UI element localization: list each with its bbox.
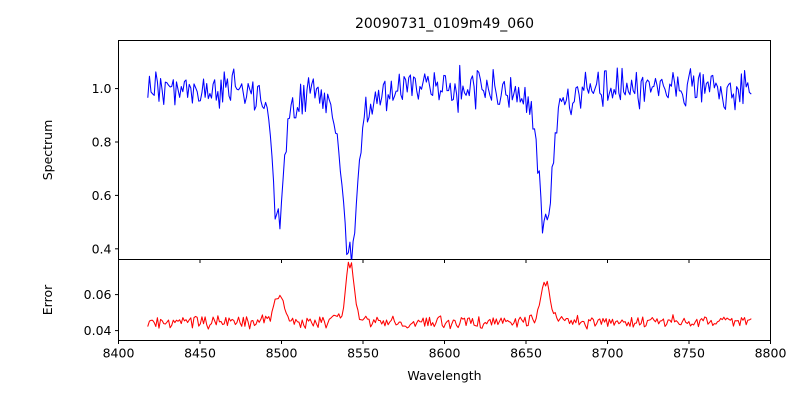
error-xaxis-label: 8450 xyxy=(184,346,216,361)
spectrum-y-axis-label: Spectrum xyxy=(40,120,55,181)
error-xaxis-label: 8550 xyxy=(347,346,379,361)
error-xaxis-label: 8500 xyxy=(266,346,298,361)
error-panel-frame xyxy=(118,259,771,341)
error-xaxis-label: 8700 xyxy=(592,346,624,361)
error-yaxis-label: 0.06 xyxy=(84,287,112,302)
error-y-axis-label: Error xyxy=(40,284,55,315)
error-xaxis-label: 8600 xyxy=(429,346,461,361)
error-series-line xyxy=(147,261,752,330)
error-xaxis-label: 8800 xyxy=(755,346,787,361)
chart-title: 20090731_0109m49_060 xyxy=(355,16,534,32)
x-axis-label: Wavelength xyxy=(407,368,481,383)
error-xaxis-label: 8400 xyxy=(103,346,135,361)
spectrum-series-group xyxy=(147,64,752,260)
spectrum-yaxis-label: 0.8 xyxy=(92,134,112,149)
spectrum-yaxis-label: 1.0 xyxy=(92,81,112,96)
error-yaxis-label: 0.04 xyxy=(84,323,112,338)
spectrum-yaxis-label: 0.4 xyxy=(92,241,112,256)
spectrum-yaxis-label: 0.6 xyxy=(92,188,112,203)
spectrum-series-line xyxy=(147,64,752,260)
error-xaxis-label: 8750 xyxy=(673,346,705,361)
error-series-group xyxy=(147,261,752,330)
error-xaxis-label: 8650 xyxy=(510,346,542,361)
